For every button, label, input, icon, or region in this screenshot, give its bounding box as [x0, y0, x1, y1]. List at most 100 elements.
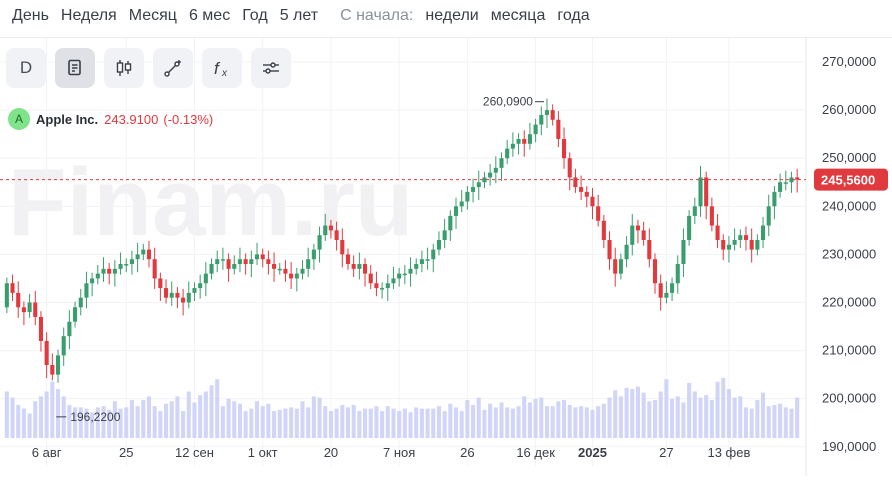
candle-body: [33, 302, 38, 317]
candles-button[interactable]: [104, 48, 144, 88]
candle-body: [317, 235, 322, 250]
candle-body: [476, 182, 481, 188]
volume-bar: [380, 411, 385, 438]
candle-body: [124, 264, 129, 266]
instrument-name[interactable]: Apple Inc.: [36, 111, 99, 127]
x-tick-label: 20: [324, 445, 338, 460]
volume-bar: [584, 407, 589, 438]
candle-body: [675, 264, 680, 284]
volume-bar: [579, 406, 584, 438]
header-divider: [0, 37, 892, 38]
volume-bar: [510, 408, 515, 438]
volume-bar: [408, 412, 413, 438]
volume-bar: [67, 404, 72, 438]
volume-bar: [340, 404, 345, 438]
x-tick-label: 26: [460, 445, 474, 460]
since-week[interactable]: недели: [425, 7, 479, 24]
candle-body: [112, 268, 117, 274]
interval-d-button[interactable]: D: [6, 48, 46, 88]
volume-bar: [527, 402, 532, 438]
volume-bar: [311, 396, 316, 438]
volume-bar: [10, 397, 15, 438]
candle-body: [368, 273, 373, 284]
notes-button[interactable]: [55, 48, 95, 88]
y-tick-label: 210,0000: [822, 343, 876, 358]
since-month[interactable]: месяца: [490, 7, 546, 24]
candle-body: [129, 259, 134, 265]
candle-body: [652, 259, 658, 284]
period-year[interactable]: Год: [242, 7, 268, 24]
draw-line-button[interactable]: [153, 48, 193, 88]
volume-bar: [448, 403, 453, 438]
candle-body: [664, 292, 669, 298]
y-tick-label: 220,0000: [822, 294, 876, 309]
candle-body: [607, 239, 612, 260]
volume-bar: [334, 408, 339, 438]
period-5-years[interactable]: 5 лет: [279, 7, 319, 24]
volume-bar: [760, 392, 766, 438]
candle-body: [84, 283, 89, 298]
period-6-months[interactable]: 6 мес: [188, 7, 231, 24]
candle-body: [345, 254, 351, 265]
candle-body: [533, 124, 538, 135]
candle-body: [323, 225, 328, 236]
volume-bar: [21, 408, 26, 438]
function-icon: f x: [214, 59, 228, 79]
volume-bar: [732, 397, 737, 438]
volume-bar: [493, 407, 498, 438]
volume-bar: [249, 408, 254, 438]
volume-bar: [107, 409, 112, 438]
volume-bar: [289, 407, 294, 438]
period-month[interactable]: Месяц: [128, 7, 177, 24]
volume-bar: [112, 401, 117, 438]
volume-bar: [209, 385, 214, 438]
volume-bar: [721, 378, 726, 438]
volume-bar: [232, 401, 237, 438]
candle-body: [647, 239, 652, 260]
volume-bar: [641, 392, 646, 438]
price-chart[interactable]: Finam.ru 270,0000 260,0000 250,0000 240,000…: [0, 38, 892, 476]
candle-body: [334, 230, 339, 240]
candle-body: [681, 239, 686, 265]
volume-bar: [163, 403, 169, 438]
volume-bar: [220, 406, 225, 438]
volume-bar: [783, 407, 788, 438]
candle-body: [21, 307, 26, 313]
candle-body: [471, 187, 476, 192]
since-year[interactable]: года: [557, 7, 590, 24]
function-button[interactable]: f x: [202, 48, 242, 88]
candle-body: [16, 292, 21, 308]
volume-bar: [573, 407, 578, 438]
volume-bar: [647, 401, 652, 438]
candle-body: [658, 283, 663, 298]
candle-body: [232, 264, 237, 269]
volume-bar: [533, 398, 538, 438]
x-tick-label: 27: [659, 445, 673, 460]
volume-bar: [738, 396, 743, 438]
volume-bar: [596, 406, 601, 438]
candle-body: [27, 302, 32, 313]
candle-body: [425, 259, 430, 261]
candle-body: [795, 177, 800, 180]
candle-body: [198, 283, 203, 289]
candle-body: [243, 259, 248, 265]
candle-body: [300, 268, 305, 274]
volume-bar: [101, 406, 106, 438]
candle-body: [380, 288, 385, 290]
volume-bar: [618, 396, 623, 438]
candle-body: [766, 206, 771, 226]
volume-bar: [482, 409, 487, 438]
volume-bar: [613, 390, 618, 438]
period-week[interactable]: Неделя: [60, 7, 117, 24]
candles-icon: [116, 60, 132, 76]
y-tick-label: 240,0000: [822, 198, 876, 213]
candle-body: [499, 158, 504, 168]
period-day[interactable]: День: [12, 7, 49, 24]
candle-body: [385, 283, 390, 289]
settings-button[interactable]: [251, 48, 291, 88]
volume-bar: [505, 407, 510, 438]
volume-bar: [351, 404, 356, 438]
volume-bar: [237, 403, 243, 438]
volume-bar: [607, 397, 612, 438]
candle-body: [192, 288, 197, 293]
